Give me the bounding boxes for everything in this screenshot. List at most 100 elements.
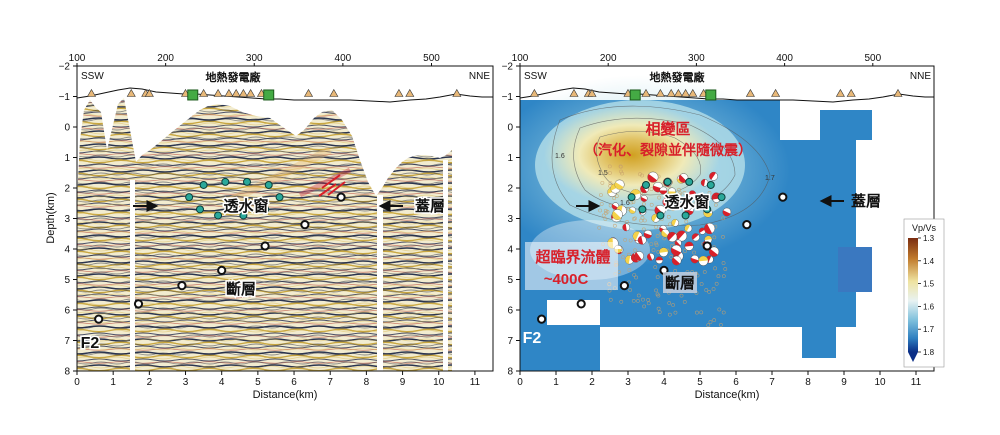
microseism-dot bbox=[636, 299, 640, 303]
window-ring-right bbox=[627, 177, 726, 220]
beachball-quadrant bbox=[701, 179, 706, 187]
microseism-dot bbox=[716, 274, 721, 279]
x-tick-label: 3 bbox=[625, 377, 631, 388]
microseism-dot bbox=[721, 274, 726, 279]
y-tick-label: 0 bbox=[64, 123, 70, 134]
ssw-label-right: SSW bbox=[524, 71, 547, 82]
caprock-arrows-right bbox=[576, 195, 844, 212]
station-icon bbox=[224, 88, 234, 97]
seismic-image bbox=[77, 98, 452, 371]
microseism-dot bbox=[641, 227, 646, 232]
microseism-dot bbox=[618, 164, 623, 169]
topography-line bbox=[76, 87, 493, 103]
x-tick-label: 8 bbox=[364, 377, 370, 388]
station-icon bbox=[846, 88, 856, 97]
window-ring-dot bbox=[221, 177, 230, 186]
caprock-label: 蓋層 bbox=[415, 197, 445, 215]
microseism-dot bbox=[651, 248, 656, 253]
microseism-dot bbox=[655, 275, 660, 280]
microseism-dot bbox=[621, 255, 625, 260]
gap-1 bbox=[130, 180, 135, 371]
beachball-quadrant bbox=[704, 223, 713, 234]
microseism-dot bbox=[620, 171, 624, 176]
x-tick-label: 6 bbox=[291, 377, 297, 388]
beachball-quadrant bbox=[659, 190, 668, 195]
microseism-dot bbox=[642, 304, 647, 309]
right-panel: 1.5 1.6 1.6 1.7 SSW NNE 地熱發電廠 相變區 （汽化、裂隙… bbox=[502, 53, 945, 401]
surface-stations-right bbox=[529, 88, 903, 97]
window-ring-dot bbox=[239, 211, 248, 220]
fault-label: 斷層 bbox=[226, 280, 256, 298]
station-icon bbox=[529, 88, 539, 97]
microseism-dot bbox=[714, 281, 719, 286]
microseism-dot bbox=[655, 292, 660, 297]
focal-mechanism-icon bbox=[611, 209, 623, 220]
window-ring-dot bbox=[638, 205, 647, 214]
focal-mechanism-icon bbox=[629, 206, 637, 214]
beachball-quadrant bbox=[614, 182, 624, 190]
x-tick-label: 7 bbox=[327, 377, 333, 388]
colorbar-gradient bbox=[908, 238, 918, 352]
x-tick-label: 9 bbox=[400, 377, 406, 388]
window-ring bbox=[185, 177, 284, 220]
beachball-quadrant bbox=[629, 208, 636, 214]
beachball-quadrant bbox=[612, 210, 622, 220]
event-marker bbox=[260, 241, 270, 251]
focal-mechanism-icon bbox=[647, 171, 659, 183]
event-marker bbox=[300, 220, 310, 230]
top-tick-label: 300 bbox=[246, 53, 263, 64]
focal-mechanism-icon bbox=[698, 255, 709, 266]
microseism-dot bbox=[719, 323, 723, 327]
station-icon bbox=[745, 88, 755, 97]
microseism-dot bbox=[699, 203, 704, 208]
microseism-dot bbox=[653, 265, 658, 270]
power-plant-markers bbox=[187, 89, 275, 101]
event-marker bbox=[742, 220, 752, 230]
beachball-quadrant bbox=[661, 230, 669, 238]
focal-mechanism-icon bbox=[640, 195, 648, 202]
microseism-dot bbox=[657, 195, 662, 200]
beachball-quadrant bbox=[671, 247, 681, 256]
distance-axis-right: 0 1 2 3 4 5 6 7 8 9 10 11 bbox=[517, 371, 922, 388]
microseism-dot bbox=[721, 216, 725, 221]
window-ring-dot bbox=[627, 193, 636, 202]
focal-mechanism-icon bbox=[671, 255, 682, 266]
microseism-dot bbox=[699, 310, 704, 315]
beachball-quadrant bbox=[637, 236, 644, 245]
y-tick-label: 7 bbox=[64, 336, 70, 347]
fault-label-box bbox=[663, 272, 697, 293]
beachball-quadrant bbox=[698, 256, 709, 262]
beachball-quadrant bbox=[622, 223, 627, 231]
f2-label: F2 bbox=[81, 335, 100, 352]
plant-label-right: 地熱發電廠 bbox=[650, 70, 706, 84]
microseism-dot bbox=[704, 288, 709, 292]
colorbar-tick-label: 1.5 bbox=[923, 280, 935, 289]
microseism-dot bbox=[633, 216, 637, 221]
microseism-dot bbox=[708, 320, 713, 324]
beachball-quadrant bbox=[651, 214, 658, 222]
y-tick-label: 2 bbox=[64, 184, 70, 195]
power-plant-icon bbox=[705, 89, 717, 101]
microseism-dot bbox=[657, 310, 662, 315]
beachball-quadrant bbox=[640, 185, 648, 193]
ssw-label: SSW bbox=[81, 71, 104, 82]
microseism-dot bbox=[627, 268, 632, 272]
station-icon bbox=[231, 88, 241, 97]
microseism-dot bbox=[618, 164, 623, 169]
microseism-dot bbox=[619, 169, 623, 174]
x-tick-label: 9 bbox=[841, 377, 847, 388]
station-icon bbox=[86, 88, 96, 97]
focal-mechanism-icon bbox=[684, 224, 693, 233]
beachball-quadrant bbox=[683, 202, 692, 207]
microseism-dot bbox=[642, 218, 647, 223]
microseism-dot bbox=[654, 241, 658, 246]
microseism-dot bbox=[640, 216, 645, 220]
window-ring-dot bbox=[656, 211, 665, 220]
microseism-dot bbox=[699, 282, 704, 286]
y-tick-label: 4 bbox=[64, 245, 70, 256]
station-icon bbox=[452, 88, 462, 97]
beachball-quadrant bbox=[668, 191, 676, 196]
station-icon bbox=[126, 88, 136, 97]
y-tick-label: 6 bbox=[507, 306, 513, 317]
focal-mechanism-icon bbox=[709, 171, 718, 181]
